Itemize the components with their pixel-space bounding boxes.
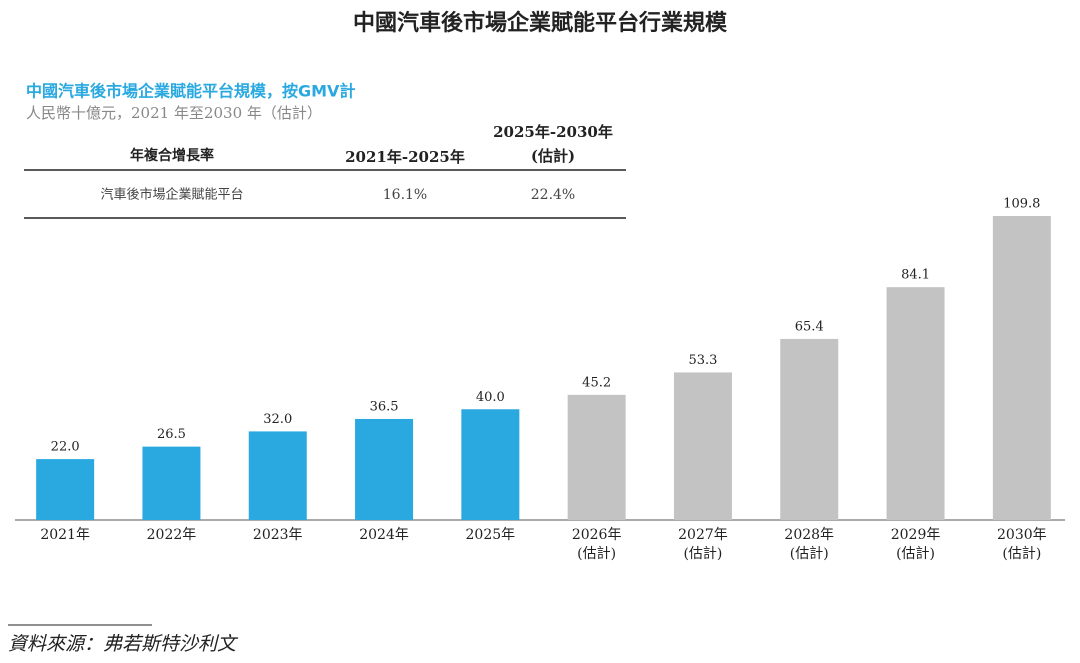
bar	[461, 409, 520, 520]
value-label: 40.0	[476, 390, 505, 405]
x-tick-note: (估計)	[577, 546, 616, 562]
bar	[36, 459, 95, 520]
x-tick-label: 2023年	[253, 527, 303, 543]
bar	[886, 287, 945, 520]
value-label: 53.3	[688, 353, 717, 368]
value-label: 22.0	[51, 440, 80, 455]
chart-title: 中國汽車後市場企業賦能平台行業規模	[353, 10, 728, 36]
x-tick-note: (估計)	[683, 546, 722, 562]
x-tick-label: 2030年	[997, 527, 1047, 543]
value-label: 45.2	[582, 375, 611, 390]
table-cell: 汽車後市場企業賦能平台	[100, 187, 243, 203]
bar	[992, 216, 1051, 520]
table-header: 2021年-2025年	[345, 148, 465, 166]
bar	[248, 431, 307, 520]
bar	[355, 418, 414, 520]
value-label: 26.5	[157, 427, 186, 442]
x-tick-label: 2024年	[359, 527, 409, 543]
table-cell: 16.1%	[383, 187, 427, 203]
x-tick-note: (估計)	[896, 546, 935, 562]
table-header: 2025年-2030年	[493, 123, 613, 141]
value-label: 109.8	[1003, 197, 1040, 212]
value-label: 32.0	[263, 412, 292, 427]
bar	[673, 372, 732, 520]
x-tick-label: 2029年	[891, 527, 941, 543]
x-tick-label: 2026年	[572, 527, 622, 543]
table-header: (估計)	[531, 147, 575, 165]
x-tick-label: 2025年	[466, 527, 516, 543]
source: 資料來源：弗若斯特沙利文	[8, 633, 239, 655]
x-tick-label: 2027年	[678, 527, 728, 543]
value-label: 84.1	[901, 268, 930, 283]
table-cell: 22.4%	[531, 187, 575, 203]
value-label: 65.4	[795, 319, 824, 334]
x-tick-label: 2028年	[784, 527, 834, 543]
bar	[780, 338, 839, 520]
x-tick-label: 2022年	[147, 527, 197, 543]
unit-note: 人民幣十億元，2021 年至2030 年（估計）	[26, 104, 322, 122]
x-tick-note: (估計)	[1002, 546, 1041, 562]
bar	[567, 394, 626, 520]
value-label: 36.5	[370, 399, 399, 414]
x-tick-label: 2021年	[40, 527, 90, 543]
subtitle: 中國汽車後市場企業賦能平台規模，按GMV計	[26, 82, 355, 101]
table-header: 年複合增長率	[130, 147, 214, 164]
x-tick-note: (估計)	[790, 546, 829, 562]
bar	[142, 446, 201, 520]
